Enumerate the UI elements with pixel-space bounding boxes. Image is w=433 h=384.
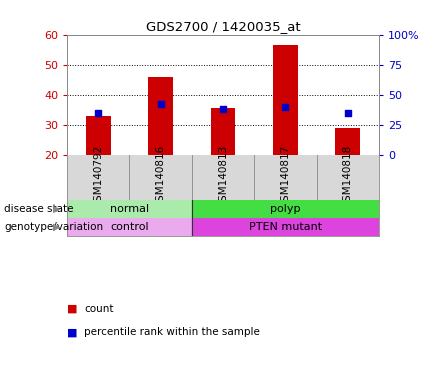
Text: ■: ■	[67, 327, 78, 337]
Text: GSM140818: GSM140818	[343, 145, 353, 208]
Point	[344, 110, 351, 116]
Text: genotype/variation: genotype/variation	[4, 222, 103, 232]
Bar	[192, 200, 379, 218]
Point	[282, 104, 289, 110]
Text: ▶: ▶	[53, 222, 61, 232]
Bar	[67, 218, 192, 236]
Text: ▶: ▶	[53, 204, 61, 214]
Text: disease state: disease state	[4, 204, 74, 214]
Text: count: count	[84, 304, 114, 314]
Bar	[192, 218, 379, 236]
Text: percentile rank within the sample: percentile rank within the sample	[84, 327, 260, 337]
Text: GSM140813: GSM140813	[218, 145, 228, 208]
Bar	[273, 45, 298, 155]
Text: GSM140816: GSM140816	[155, 145, 166, 208]
Title: GDS2700 / 1420035_at: GDS2700 / 1420035_at	[145, 20, 301, 33]
Point	[220, 106, 226, 112]
Text: polyp: polyp	[270, 204, 301, 214]
Text: control: control	[110, 222, 149, 232]
Bar	[67, 200, 192, 218]
Text: normal: normal	[110, 204, 149, 214]
Point	[157, 101, 164, 108]
Bar	[335, 128, 360, 155]
Text: GSM140792: GSM140792	[93, 145, 103, 208]
Text: GSM140817: GSM140817	[280, 145, 291, 208]
Bar	[86, 116, 111, 155]
Bar	[210, 108, 236, 155]
Point	[95, 110, 102, 116]
Bar	[148, 77, 173, 155]
Text: ■: ■	[67, 304, 78, 314]
Text: PTEN mutant: PTEN mutant	[249, 222, 322, 232]
